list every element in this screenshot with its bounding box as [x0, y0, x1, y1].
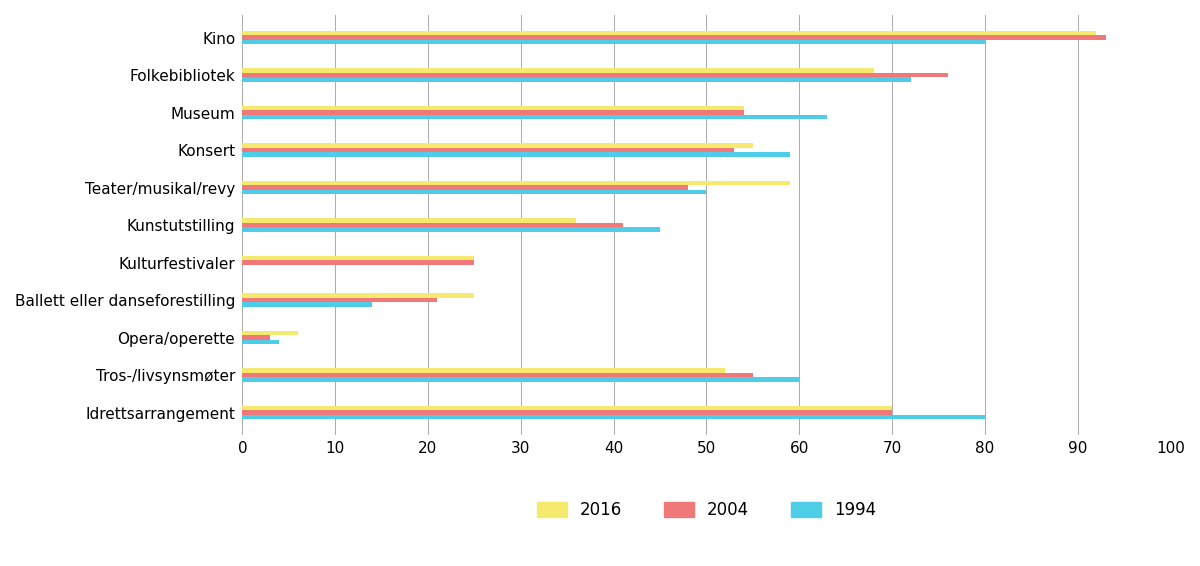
- Bar: [242, 190, 707, 194]
- Bar: [242, 256, 474, 260]
- Bar: [242, 223, 623, 228]
- Bar: [242, 415, 985, 419]
- Bar: [242, 143, 752, 148]
- Bar: [242, 336, 270, 340]
- Bar: [242, 31, 1097, 35]
- Bar: [242, 115, 827, 119]
- Legend: 2016, 2004, 1994: 2016, 2004, 1994: [536, 501, 876, 519]
- Bar: [242, 298, 437, 302]
- Bar: [242, 302, 372, 307]
- Bar: [242, 68, 874, 73]
- Bar: [242, 410, 892, 415]
- Bar: [242, 181, 790, 185]
- Bar: [242, 340, 280, 344]
- Bar: [242, 218, 576, 223]
- Bar: [242, 378, 799, 382]
- Bar: [242, 106, 744, 110]
- Bar: [242, 148, 734, 152]
- Bar: [242, 78, 911, 82]
- Bar: [242, 40, 985, 44]
- Bar: [242, 110, 744, 115]
- Bar: [242, 185, 688, 190]
- Bar: [242, 373, 752, 378]
- Bar: [242, 406, 892, 410]
- Bar: [242, 152, 790, 157]
- Bar: [242, 331, 298, 336]
- Bar: [242, 35, 1105, 40]
- Bar: [242, 293, 474, 298]
- Bar: [242, 73, 948, 78]
- Bar: [242, 260, 474, 265]
- Bar: [242, 368, 725, 373]
- Bar: [242, 228, 660, 232]
